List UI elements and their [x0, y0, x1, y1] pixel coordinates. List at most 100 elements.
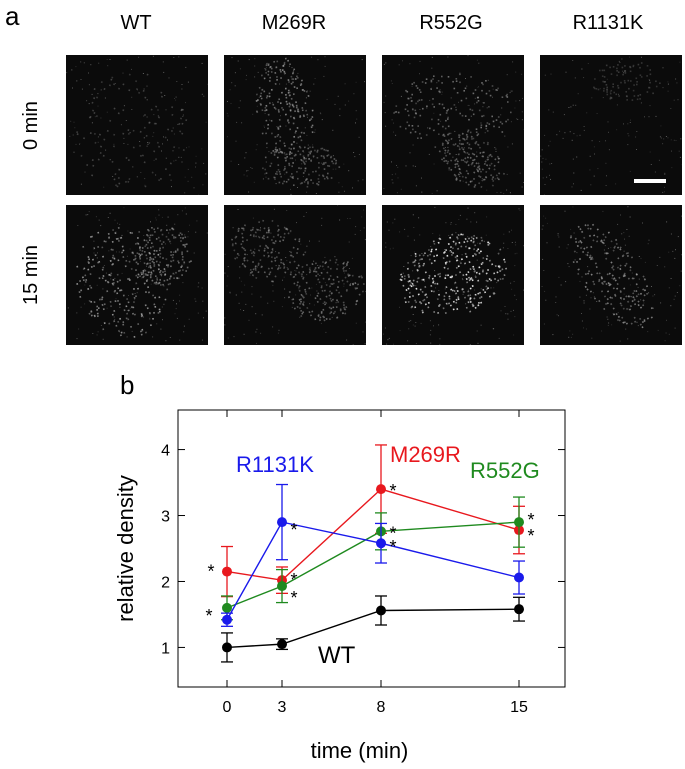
micrograph-noise — [149, 318, 151, 320]
micrograph-speckle — [148, 141, 151, 144]
micrograph-noise — [454, 144, 456, 146]
micrograph-speckle — [443, 266, 446, 269]
micrograph-noise — [636, 321, 638, 323]
micrograph-speckle — [125, 156, 128, 159]
micrograph-speckle — [149, 262, 151, 265]
micrograph-speckle — [603, 280, 606, 283]
micrograph-speckle — [498, 172, 501, 175]
micrograph-speckle — [172, 254, 174, 256]
micrograph-speckle — [169, 240, 171, 243]
micrograph-speckle — [325, 317, 328, 320]
micrograph-speckle — [252, 268, 255, 271]
micrograph-speckle — [322, 308, 325, 311]
micrograph-noise — [123, 137, 125, 139]
micrograph-noise — [73, 151, 75, 153]
micrograph-speckle — [278, 170, 281, 173]
micrograph-noise — [73, 121, 75, 123]
micrograph-noise — [630, 119, 631, 121]
micrograph-speckle — [334, 261, 337, 264]
micrograph-speckle — [457, 173, 460, 176]
micrograph-noise — [256, 266, 258, 268]
micrograph-speckle — [407, 274, 410, 277]
micrograph-speckle — [643, 294, 646, 297]
micrograph-noise — [143, 137, 145, 139]
micrograph-speckle — [433, 75, 435, 77]
micrograph-noise — [400, 188, 402, 190]
micrograph-noise — [201, 93, 203, 95]
micrograph-speckle — [123, 331, 126, 334]
micrograph-noise — [396, 165, 397, 166]
micrograph-speckle — [167, 265, 169, 268]
micrograph-speckle — [252, 235, 255, 238]
micrograph-noise — [139, 141, 141, 142]
micrograph-speckle — [417, 125, 419, 127]
micrograph-speckle — [507, 118, 509, 121]
micrograph-speckle — [321, 261, 325, 264]
micrograph-speckle — [283, 70, 286, 73]
micrograph-speckle — [351, 274, 354, 277]
micrograph-speckle — [264, 106, 267, 109]
micrograph-speckle — [330, 177, 333, 179]
micrograph-speckle — [290, 271, 293, 274]
micrograph-noise — [495, 151, 497, 152]
micrograph-speckle — [183, 261, 185, 263]
micrograph-speckle — [430, 250, 433, 253]
micrograph-noise — [412, 165, 414, 167]
micrograph-speckle — [623, 80, 626, 82]
micrograph-noise — [675, 249, 676, 251]
micrograph-speckle — [332, 278, 335, 281]
micrograph-speckle — [590, 245, 593, 249]
micrograph-noise — [127, 143, 129, 145]
micrograph-speckle — [607, 281, 610, 285]
micrograph-speckle — [459, 81, 461, 84]
micrograph-noise — [301, 167, 303, 169]
micrograph-speckle — [442, 307, 445, 310]
micrograph-speckle — [277, 164, 280, 166]
micrograph-speckle — [160, 95, 163, 98]
micrograph-speckle — [621, 255, 624, 258]
micrograph-noise — [580, 189, 582, 191]
micrograph-speckle — [316, 294, 319, 297]
micrograph-noise — [195, 166, 196, 168]
micrograph-noise — [96, 284, 98, 286]
micrograph-noise — [245, 152, 247, 154]
micrograph-speckle — [120, 331, 123, 334]
micrograph-noise — [224, 272, 226, 274]
micrograph-speckle — [467, 294, 470, 297]
micrograph-noise — [470, 221, 472, 223]
micrograph-speckle — [624, 264, 627, 267]
micrograph-speckle — [428, 274, 431, 277]
micrograph-noise — [206, 232, 208, 234]
micrograph-speckle — [652, 92, 654, 95]
micrograph-noise — [513, 334, 515, 336]
micrograph-noise — [260, 227, 261, 229]
micrograph-speckle — [276, 75, 278, 78]
micrograph-speckle — [603, 87, 605, 90]
micrograph-noise — [205, 121, 207, 123]
micrograph-noise — [76, 80, 78, 82]
micrograph-noise — [412, 214, 414, 216]
micrograph-noise — [351, 257, 353, 259]
micrograph-noise — [69, 135, 71, 137]
micrograph-noise — [235, 294, 237, 296]
micrograph-speckle — [400, 279, 403, 282]
micrograph-noise — [604, 245, 606, 247]
micrograph-noise — [593, 146, 595, 148]
micrograph-noise — [468, 289, 469, 291]
micrograph-speckle — [455, 301, 458, 304]
micrograph-noise — [635, 136, 637, 138]
micrograph-speckle — [481, 239, 484, 242]
micrograph-noise — [651, 286, 652, 287]
micrograph-speckle — [144, 269, 147, 272]
micrograph-speckle — [577, 268, 580, 271]
micrograph-speckle — [175, 271, 177, 274]
micrograph-noise — [93, 240, 95, 242]
micrograph-speckle — [166, 264, 168, 266]
micrograph-speckle — [461, 132, 464, 135]
micrograph-noise — [407, 235, 409, 237]
micrograph-speckle — [342, 262, 345, 265]
micrograph-noise — [507, 313, 509, 315]
micrograph-speckle — [150, 275, 152, 278]
micrograph-noise — [504, 135, 506, 137]
micrograph-noise — [519, 172, 521, 174]
